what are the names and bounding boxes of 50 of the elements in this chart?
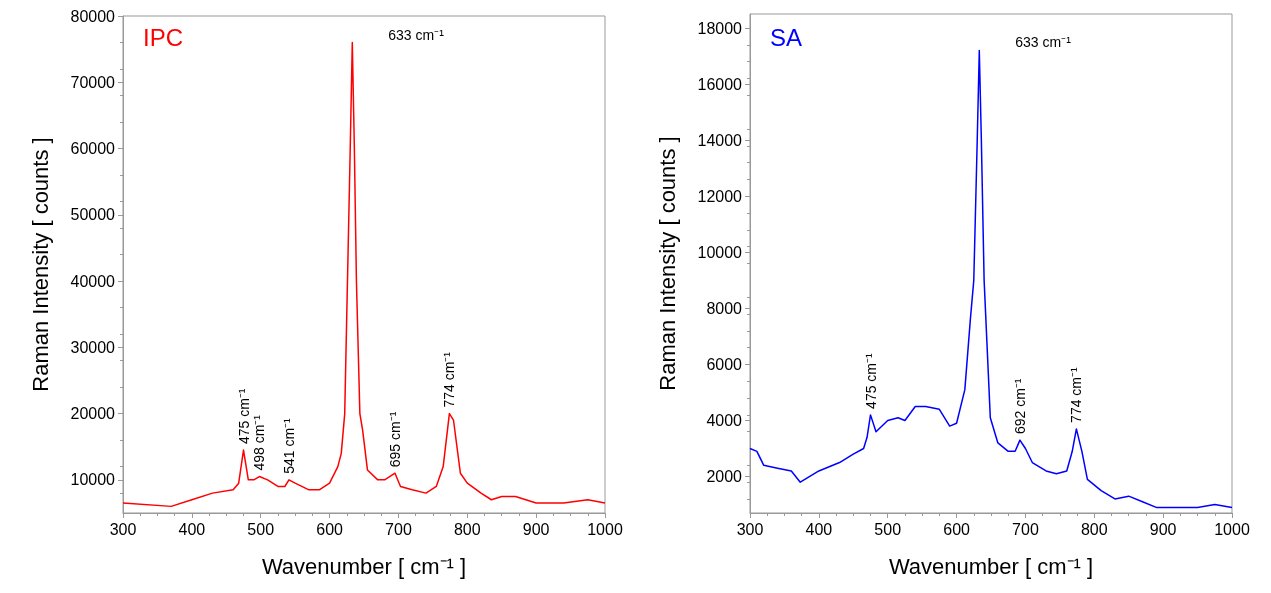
x-tick-label: 1000 bbox=[1214, 520, 1250, 538]
annotation: 541 cm⁻¹ bbox=[280, 417, 297, 474]
chart-title: SA bbox=[770, 23, 803, 51]
x-tick-label: 300 bbox=[109, 520, 137, 538]
x-tick-label: 1000 bbox=[587, 520, 623, 538]
y-tick-label: 60000 bbox=[70, 140, 116, 158]
y-tick-label: 18000 bbox=[697, 19, 743, 37]
y-tick-label: 10000 bbox=[697, 243, 743, 261]
x-tick-label: 400 bbox=[805, 520, 833, 538]
x-tick-label: 700 bbox=[385, 520, 412, 538]
x-tick-label: 600 bbox=[316, 520, 344, 538]
y-tick-label: 4000 bbox=[706, 411, 743, 429]
x-tick-label: 500 bbox=[247, 520, 275, 538]
x-tick-label: 600 bbox=[943, 520, 971, 538]
annotation: 475 cm⁻¹ bbox=[862, 352, 879, 409]
annotation: 633 cm⁻¹ bbox=[1015, 34, 1072, 51]
y-tick-label: 40000 bbox=[70, 272, 116, 290]
y-tick-label: 6000 bbox=[706, 355, 743, 373]
x-tick-label: 900 bbox=[522, 520, 550, 538]
y-axis-title: Raman Intensity [ counts ] bbox=[27, 137, 53, 392]
annotation: 498 cm⁻¹ bbox=[251, 414, 268, 471]
annotation: 695 cm⁻¹ bbox=[386, 411, 403, 468]
y-tick-label: 16000 bbox=[697, 75, 743, 93]
annotation: 633 cm⁻¹ bbox=[388, 26, 445, 43]
x-axis-title: Wavenumber [ cm⁻¹ ] bbox=[261, 553, 467, 579]
y-tick-label: 70000 bbox=[70, 73, 116, 91]
x-tick-label: 800 bbox=[453, 520, 481, 538]
y-tick-label: 30000 bbox=[70, 338, 116, 356]
annotation: 774 cm⁻¹ bbox=[441, 351, 458, 408]
line-series bbox=[749, 49, 1233, 509]
y-tick-label: 20000 bbox=[70, 405, 116, 423]
x-tick-label: 400 bbox=[178, 520, 206, 538]
y-tick-label: 80000 bbox=[70, 7, 116, 25]
annotation: 692 cm⁻¹ bbox=[1011, 378, 1028, 435]
y-tick-label: 12000 bbox=[697, 187, 743, 205]
x-tick-label: 500 bbox=[874, 520, 902, 538]
y-tick-label: 10000 bbox=[70, 471, 116, 489]
x-tick-label: 300 bbox=[736, 520, 764, 538]
y-tick-label: 50000 bbox=[70, 206, 116, 224]
x-tick-label: 900 bbox=[1149, 520, 1177, 538]
y-axis-title: Raman Intensity [ counts ] bbox=[654, 136, 680, 391]
annotation: 475 cm⁻¹ bbox=[235, 388, 252, 445]
y-tick-label: 2000 bbox=[706, 468, 743, 486]
x-axis-title: Wavenumber [ cm⁻¹ ] bbox=[888, 553, 1094, 579]
x-tick-label: 700 bbox=[1012, 520, 1039, 538]
chart-title: IPC bbox=[143, 23, 184, 51]
annotation: 774 cm⁻¹ bbox=[1068, 366, 1085, 423]
y-tick-label: 14000 bbox=[697, 131, 743, 149]
x-tick-label: 800 bbox=[1080, 520, 1108, 538]
y-tick-label: 8000 bbox=[706, 299, 743, 317]
